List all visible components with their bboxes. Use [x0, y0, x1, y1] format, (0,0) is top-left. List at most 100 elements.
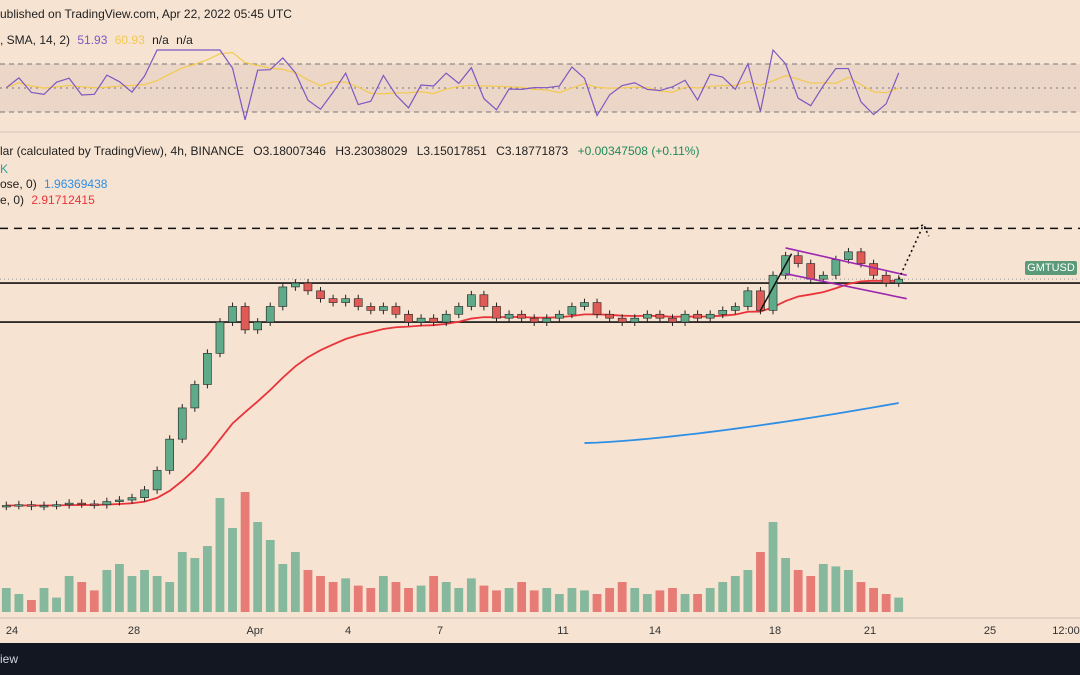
candle-body [102, 501, 112, 506]
candle-body [441, 313, 451, 323]
volume-bar [140, 570, 149, 612]
candle-body [555, 313, 564, 319]
candle-body [454, 306, 464, 315]
candle-body [190, 384, 200, 409]
projection-arrowhead [916, 223, 930, 237]
candle-body [467, 294, 476, 307]
x-axis-tick-label: 11 [557, 625, 568, 637]
x-axis-tick-label: 18 [769, 625, 781, 637]
candle-body [303, 282, 313, 292]
candle-body [127, 497, 137, 501]
volume-bar [718, 582, 728, 612]
volume-bar [39, 588, 49, 612]
candle-body [328, 298, 338, 303]
rsi-sma-line [6, 51, 899, 95]
footer-text: iew [0, 652, 19, 666]
x-axis-tick-label: 14 [649, 625, 661, 637]
ma50-value: 2.91712415 [31, 193, 95, 207]
volume-bar [316, 576, 325, 612]
candle-body [404, 313, 413, 323]
volume-bar [378, 576, 388, 612]
flagpole-line [759, 253, 793, 311]
volume-bar [265, 540, 275, 612]
candle-body [592, 302, 602, 315]
candle-body [881, 274, 891, 284]
footer-bar: iew [0, 643, 1080, 675]
volume-bar [793, 570, 803, 612]
volume-bar [290, 552, 300, 612]
ma50-legend: e, 0) 2.91712415 [0, 193, 95, 207]
volume-bar [102, 570, 112, 612]
candle-body [668, 317, 677, 323]
candle-body [165, 438, 175, 471]
candle-body [831, 259, 841, 276]
volume-bar [466, 578, 476, 612]
volume-bar [429, 576, 439, 612]
price-chart[interactable]: 24 28 Apr 4 7 11 14 18 21 25 12:00 [0, 0, 1080, 643]
volume-bar [391, 582, 401, 612]
volume-bar [52, 597, 61, 612]
candle-body [52, 504, 61, 507]
volume-bar [756, 552, 765, 612]
candle-body [27, 504, 36, 507]
candle-body [353, 298, 363, 307]
ma200-line [584, 402, 899, 444]
volume-bar [680, 594, 690, 612]
rsi-line [5, 48, 900, 120]
candle-body [856, 251, 866, 264]
volume-bar [844, 570, 853, 612]
volume-bar [856, 582, 866, 612]
candle-body [39, 505, 49, 508]
volume-bar [127, 576, 137, 612]
candle-body [529, 317, 539, 323]
candle-body [643, 313, 652, 319]
candle-body [379, 306, 388, 311]
volume-bar [152, 576, 162, 612]
candle-body [152, 470, 162, 491]
volume-bar [705, 588, 715, 612]
volume-bar [781, 558, 790, 612]
candle-body [567, 306, 577, 315]
price-legend: lar (calculated by TradingView), 4h, BIN… [0, 144, 699, 158]
volume-bar [177, 552, 187, 612]
candle-body [341, 298, 350, 303]
volume-bar [655, 590, 665, 612]
rsi-na-2: n/a [176, 33, 193, 47]
flag-channel-lower [785, 272, 907, 300]
candle-body [492, 306, 501, 319]
rsi-value: 51.93 [77, 33, 108, 47]
volume-bar [642, 594, 652, 612]
open-value: O3.18007346 [253, 144, 326, 158]
candle-body [215, 321, 225, 354]
candle-body [115, 499, 124, 502]
candle-body [479, 294, 489, 307]
rsi-na-1: n/a [152, 33, 169, 47]
volume-bar [27, 600, 36, 612]
volume-bar [881, 594, 891, 612]
candle-body [228, 306, 237, 323]
x-axis-tick-label: 7 [437, 625, 443, 637]
volume-bar [542, 588, 552, 612]
volume-bar [416, 585, 426, 612]
candle-body [542, 317, 552, 323]
volume-bar [115, 564, 124, 612]
x-axis-tick-label: 4 [345, 625, 351, 637]
ma200-label: ose, 0) [0, 177, 37, 191]
volume-bar [64, 576, 74, 612]
volume-bar [278, 564, 288, 612]
rsi-legend: , SMA, 14, 2) 51.93 60.93 n/a n/a [0, 33, 193, 47]
ma50-line [6, 279, 899, 507]
change-value: +0.00347508 (+0.11%) [577, 144, 700, 158]
candle-body [580, 302, 589, 307]
volume-bar [190, 558, 200, 612]
volume-bar [328, 582, 338, 612]
candle-body [429, 317, 438, 323]
volume-bar [228, 528, 237, 612]
volume-bar [831, 566, 841, 612]
volume-bar [366, 588, 376, 612]
volume-bar [567, 588, 577, 612]
volume-bar [303, 570, 313, 612]
volume-bar [617, 582, 627, 612]
candle-body [517, 313, 526, 319]
candle-body [316, 290, 325, 299]
